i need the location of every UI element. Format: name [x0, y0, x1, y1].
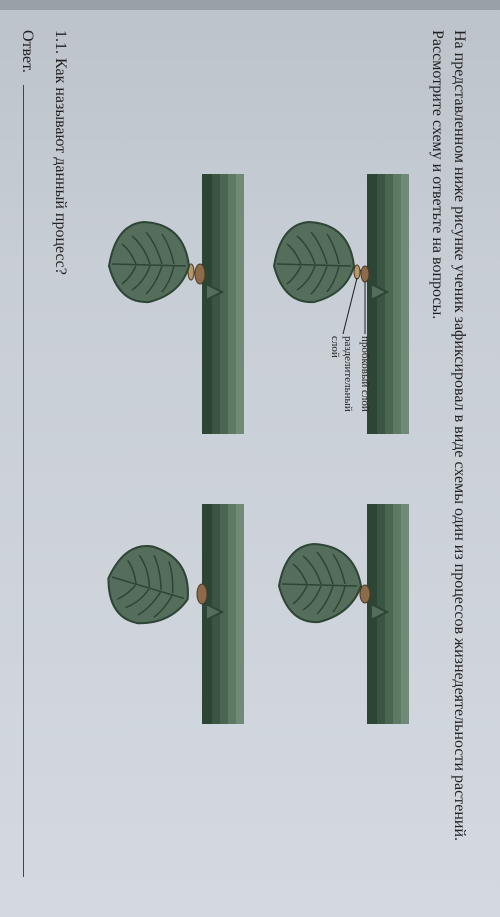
question-intro-text: На представленном ниже рисунке ученик за…: [427, 30, 470, 877]
diagram-panel-4: [94, 494, 244, 734]
page-binding-edge: [0, 0, 500, 10]
label-sep-layer-2: слой: [329, 336, 341, 358]
answer-row: Ответ.: [18, 30, 39, 877]
sub-question-text: Как называют данный процесс?: [52, 58, 69, 275]
answer-blank-line[interactable]: [23, 85, 39, 877]
leaf-stage-2: [269, 504, 409, 724]
diagram-area: пробковый слой разделительный слой: [94, 30, 409, 877]
answer-label: Ответ.: [18, 30, 36, 73]
label-sep-layer-1: разделительный: [342, 336, 354, 412]
label-cork-layer: пробковый слой: [359, 336, 371, 412]
diagram-grid: пробковый слой разделительный слой: [94, 174, 409, 734]
sub-question: 1.1. Как называют данный процесс?: [51, 30, 69, 877]
leaf-stage-1: пробковый слой разделительный слой: [269, 174, 409, 434]
leaf-stage-3: [104, 174, 244, 434]
leaf-stage-4: [94, 504, 244, 724]
diagram-panel-2: [259, 494, 409, 734]
sub-question-number: 1.1.: [52, 30, 69, 54]
diagram-panel-3: [94, 174, 244, 434]
diagram-panel-1: пробковый слой разделительный слой: [259, 174, 409, 434]
